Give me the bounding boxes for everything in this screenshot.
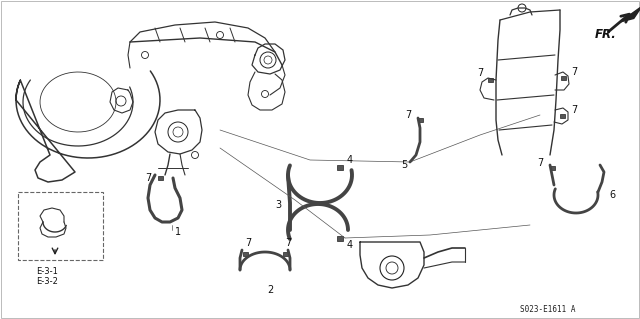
Text: 7: 7 [405,110,411,120]
Bar [488,78,493,82]
Text: 6: 6 [609,190,615,200]
Polygon shape [620,6,640,22]
Bar [243,252,248,256]
Bar [337,165,343,169]
Text: FR.: FR. [595,28,617,41]
Text: 4: 4 [347,155,353,165]
Text: 3: 3 [275,200,281,210]
Text: 7: 7 [477,68,483,78]
Text: 7: 7 [571,67,577,77]
Bar [559,114,564,118]
Bar [18,192,103,260]
Text: 4: 4 [347,240,353,250]
Text: S023-E1611 A: S023-E1611 A [520,306,575,315]
Bar [282,252,287,256]
Text: 7: 7 [537,158,543,168]
Bar [561,76,566,80]
Text: 1: 1 [175,227,181,237]
Text: 7: 7 [285,238,291,248]
Text: E-3-1: E-3-1 [36,268,58,277]
Text: E-3-2: E-3-2 [36,278,58,286]
Text: 7: 7 [145,173,151,183]
Bar [157,176,163,180]
Bar [417,118,422,122]
Text: 7: 7 [245,238,251,248]
Text: 2: 2 [267,285,273,295]
Bar [550,166,554,170]
Text: 5: 5 [401,160,407,170]
Text: 7: 7 [571,105,577,115]
Bar [337,235,343,241]
